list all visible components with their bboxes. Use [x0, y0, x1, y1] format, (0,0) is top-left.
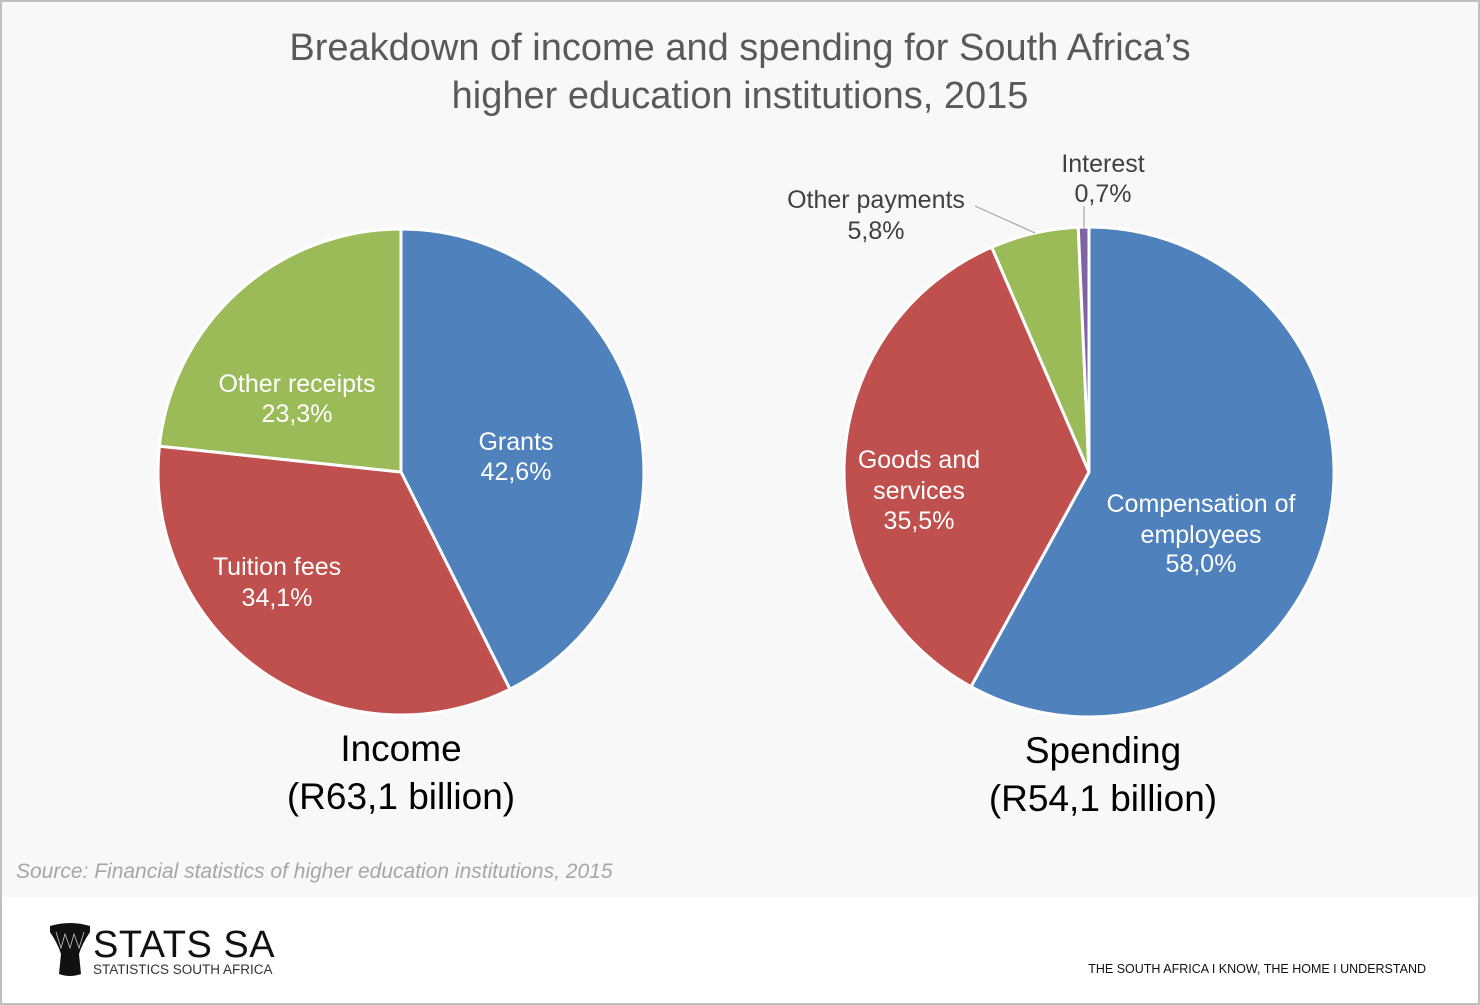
leader-line-other-payments: [974, 205, 1036, 234]
pie-slice-other-receipts: [157, 227, 403, 474]
pie-charts: Grants 42,6% Tuition fees 34,1% Other re…: [156, 150, 1336, 719]
spending-pie: [842, 225, 1336, 719]
slice-label-other-receipts: Other receipts: [218, 370, 375, 398]
slice-value-grants: 42,6%: [481, 458, 552, 486]
income-caption: Income (R63,1 billion): [151, 725, 651, 821]
slice-value-tuition: 34,1%: [242, 584, 313, 612]
slice-label-other-payments: Other payments: [787, 186, 965, 214]
logo-name: STATS SA: [93, 924, 276, 966]
income-caption-total: (R63,1 billion): [286, 776, 516, 817]
slice-label-goods-1: Goods and: [858, 446, 980, 474]
tagline: THE SOUTH AFRICA I KNOW, THE HOME I UNDE…: [1088, 962, 1426, 976]
spending-caption-total: (R54,1 billion): [988, 778, 1218, 819]
chart-title: Breakdown of income and spending for Sou…: [0, 24, 1480, 120]
stats-sa-logo-icon: [50, 923, 90, 976]
income-caption-title: Income: [340, 728, 462, 769]
slice-label-tuition: Tuition fees: [213, 553, 341, 581]
pie-slice-compensation-of-employees: [968, 225, 1336, 719]
spending-caption: Spending (R54,1 billion): [853, 727, 1353, 823]
slice-label-compensation-1: Compensation of: [1106, 490, 1295, 518]
spending-caption-title: Spending: [1024, 730, 1182, 771]
logo-subtitle: STATISTICS SOUTH AFRICA: [93, 962, 273, 977]
slice-value-goods: 35,5%: [884, 507, 955, 535]
slice-value-other-payments: 5,8%: [848, 217, 905, 245]
income-pie: [156, 227, 646, 717]
pie-slice-grants: [399, 227, 646, 692]
slice-label-interest: Interest: [1061, 150, 1144, 178]
title-line-2: higher education institutions, 2015: [451, 75, 1029, 117]
slice-value-other-receipts: 23,3%: [262, 400, 333, 428]
slice-value-interest: 0,7%: [1075, 180, 1132, 208]
slice-label-goods-2: services: [873, 477, 965, 505]
pie-slice-goods-and-services: [842, 245, 1091, 689]
slice-label-compensation-2: employees: [1141, 521, 1262, 549]
slice-label-grants: Grants: [478, 428, 553, 456]
source-note: Source: Financial statistics of higher e…: [16, 860, 613, 883]
title-line-1: Breakdown of income and spending for Sou…: [289, 27, 1191, 69]
pie-slice-tuition-fees: [156, 444, 512, 717]
slice-value-compensation: 58,0%: [1166, 550, 1237, 578]
